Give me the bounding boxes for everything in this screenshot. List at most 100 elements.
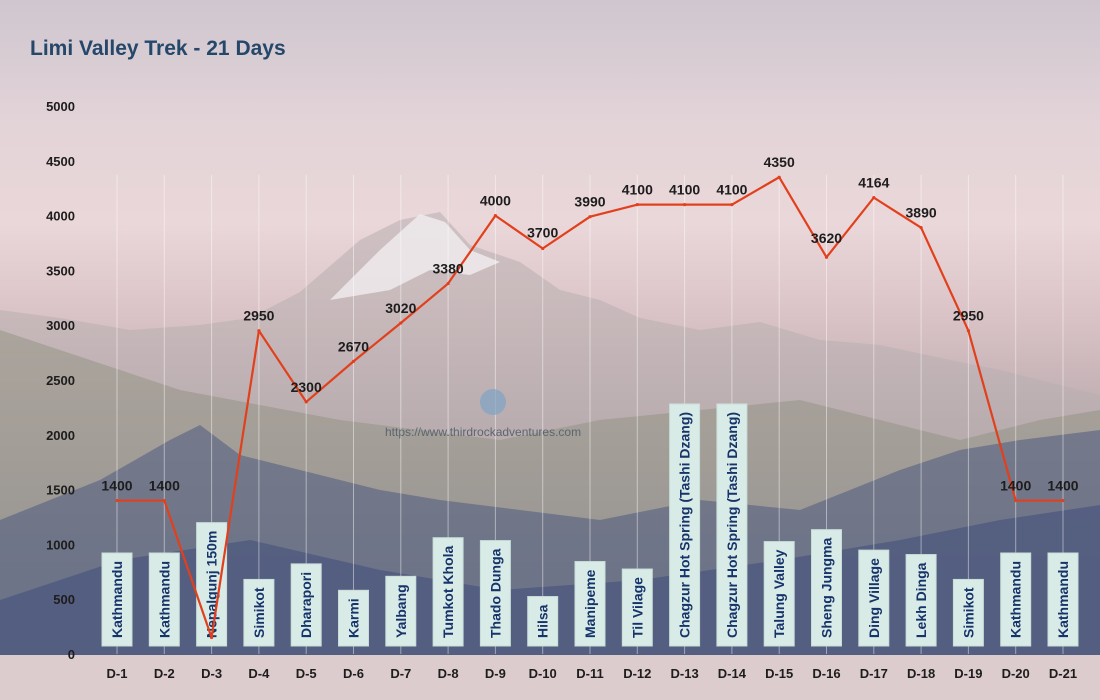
x-tick-label: D-4 bbox=[248, 666, 270, 681]
data-label: 1400 bbox=[149, 478, 180, 494]
place-label-box bbox=[811, 529, 842, 647]
place-label-text: Sheng Jungma bbox=[819, 537, 835, 638]
place-label: Kathmandu bbox=[101, 552, 133, 647]
x-tick-label: D-17 bbox=[860, 666, 888, 681]
x-tick-label: D-11 bbox=[576, 666, 603, 681]
x-tick-label: D-10 bbox=[529, 666, 557, 681]
elevation-point bbox=[493, 214, 497, 218]
place-label: Karmi bbox=[338, 589, 369, 647]
place-label: Chagzur Hot Spring (Tashi Dzang) bbox=[669, 403, 701, 647]
place-label-box bbox=[763, 541, 795, 647]
place-label-text: Talung Valley bbox=[771, 549, 787, 638]
place-label-text: Chagzur Hot Spring (Tashi Dzang) bbox=[724, 412, 740, 638]
place-label: Kathmandu bbox=[1047, 552, 1079, 647]
place-label-box bbox=[527, 596, 559, 647]
y-tick-label: 5000 bbox=[46, 99, 75, 114]
place-label-text: Simikot bbox=[251, 587, 267, 638]
place-label-text: Kathmandu bbox=[1055, 561, 1071, 638]
place-label-box bbox=[905, 554, 937, 647]
y-tick-label: 2000 bbox=[46, 428, 75, 443]
data-label: 4350 bbox=[764, 154, 795, 170]
watermark-logo-icon bbox=[480, 389, 506, 415]
place-label-text: Kathmandu bbox=[156, 561, 172, 638]
y-tick-label: 1500 bbox=[46, 483, 75, 498]
place-label-box bbox=[432, 537, 464, 647]
x-tick-label: D-9 bbox=[485, 666, 506, 681]
elevation-point bbox=[730, 203, 734, 207]
elevation-point bbox=[824, 255, 829, 259]
x-tick-label: D-3 bbox=[201, 666, 222, 681]
data-label: 1400 bbox=[101, 478, 132, 494]
place-label: Yalbang bbox=[385, 575, 417, 647]
place-label: Manipeme bbox=[574, 561, 606, 647]
place-label: Hilsa bbox=[527, 596, 559, 647]
y-tick-label: 0 bbox=[68, 647, 75, 662]
data-label: 3020 bbox=[385, 300, 416, 316]
y-axis: 0 500 1000 1500 2000 2500 3000 3500 4000 4500 5000 bbox=[46, 99, 75, 662]
place-label-box bbox=[385, 575, 417, 647]
data-label: 3380 bbox=[433, 261, 464, 277]
elevation-point bbox=[115, 498, 119, 503]
x-tick-label: D-16 bbox=[812, 666, 840, 681]
x-tick-label: D-1 bbox=[107, 666, 128, 681]
place-label-box bbox=[1047, 552, 1079, 647]
x-tick-label: D-14 bbox=[718, 666, 747, 681]
place-label-box bbox=[338, 589, 369, 647]
elevation-point bbox=[304, 400, 308, 404]
place-label: Chagzur Hot Spring (Tashi Dzang) bbox=[716, 403, 748, 647]
place-label-text: Chagzur Hot Spring (Tashi Dzang) bbox=[677, 412, 693, 638]
place-label: Nepalgunj 150m bbox=[196, 522, 228, 647]
place-label-text: Dharapori bbox=[298, 572, 314, 638]
elevation-point bbox=[541, 246, 545, 251]
place-label-box bbox=[858, 549, 890, 647]
x-tick-label: D-5 bbox=[296, 666, 317, 681]
place-label-box bbox=[1000, 552, 1032, 647]
place-label-box bbox=[952, 578, 984, 647]
x-tick-label: D-2 bbox=[154, 666, 175, 681]
place-label: Thado Dunga bbox=[479, 540, 511, 647]
place-label-text: Karmi bbox=[346, 598, 362, 638]
elevation-point bbox=[919, 226, 923, 230]
data-label: 4100 bbox=[669, 182, 700, 198]
elevation-point bbox=[162, 498, 166, 503]
place-label-box bbox=[243, 578, 275, 647]
elevation-point bbox=[683, 203, 687, 207]
place-label-text: Simikot bbox=[960, 587, 976, 638]
elevation-point bbox=[1061, 498, 1065, 503]
place-label-box bbox=[716, 403, 748, 647]
data-label: 4000 bbox=[480, 193, 511, 209]
place-label: Simikot bbox=[243, 578, 275, 647]
place-label-box bbox=[196, 522, 228, 647]
place-label: Simikot bbox=[952, 578, 984, 647]
place-label-box bbox=[669, 403, 701, 647]
place-label: Talung Valley bbox=[763, 541, 795, 647]
place-label: Sheng Jungma bbox=[811, 529, 842, 647]
chart-title: Limi Valley Trek - 21 Days bbox=[30, 37, 286, 60]
elevation-point bbox=[399, 321, 403, 325]
data-label: 4100 bbox=[622, 182, 653, 198]
watermark: https://www.thirdrockadventures.com bbox=[385, 389, 581, 439]
y-tick-label: 2500 bbox=[46, 373, 75, 388]
x-tick-label: D-7 bbox=[390, 666, 411, 681]
place-label-text: Til Vilage bbox=[629, 577, 645, 638]
data-label: 3620 bbox=[811, 230, 842, 246]
data-label: 3990 bbox=[574, 194, 605, 210]
elevation-series bbox=[115, 175, 1065, 640]
elevation-point bbox=[257, 329, 261, 333]
place-label: Kathmandu bbox=[148, 552, 180, 647]
elevation-point bbox=[1014, 498, 1018, 503]
elevation-point bbox=[588, 215, 592, 219]
x-axis: D-1 D-2 D-3 D-4 D-5 D-6 D-7 D-8 D-9 D-10 D-11 D-12 D… bbox=[107, 666, 1078, 681]
place-label: Tumkot Khola bbox=[432, 537, 464, 647]
x-tick-label: D-12 bbox=[623, 666, 651, 681]
elevation-point bbox=[777, 175, 781, 179]
place-label-text: Ding Village bbox=[866, 558, 882, 638]
place-label-box bbox=[148, 552, 180, 647]
x-tick-label: D-19 bbox=[954, 666, 982, 681]
place-label-box bbox=[574, 561, 606, 647]
place-labels: Kathmandu Kathmandu Nepalgunj 150m Simikot D… bbox=[101, 403, 1079, 647]
place-label-text: Manipeme bbox=[582, 569, 598, 638]
x-tick-label: D-13 bbox=[671, 666, 699, 681]
data-label: 1400 bbox=[1000, 478, 1031, 494]
